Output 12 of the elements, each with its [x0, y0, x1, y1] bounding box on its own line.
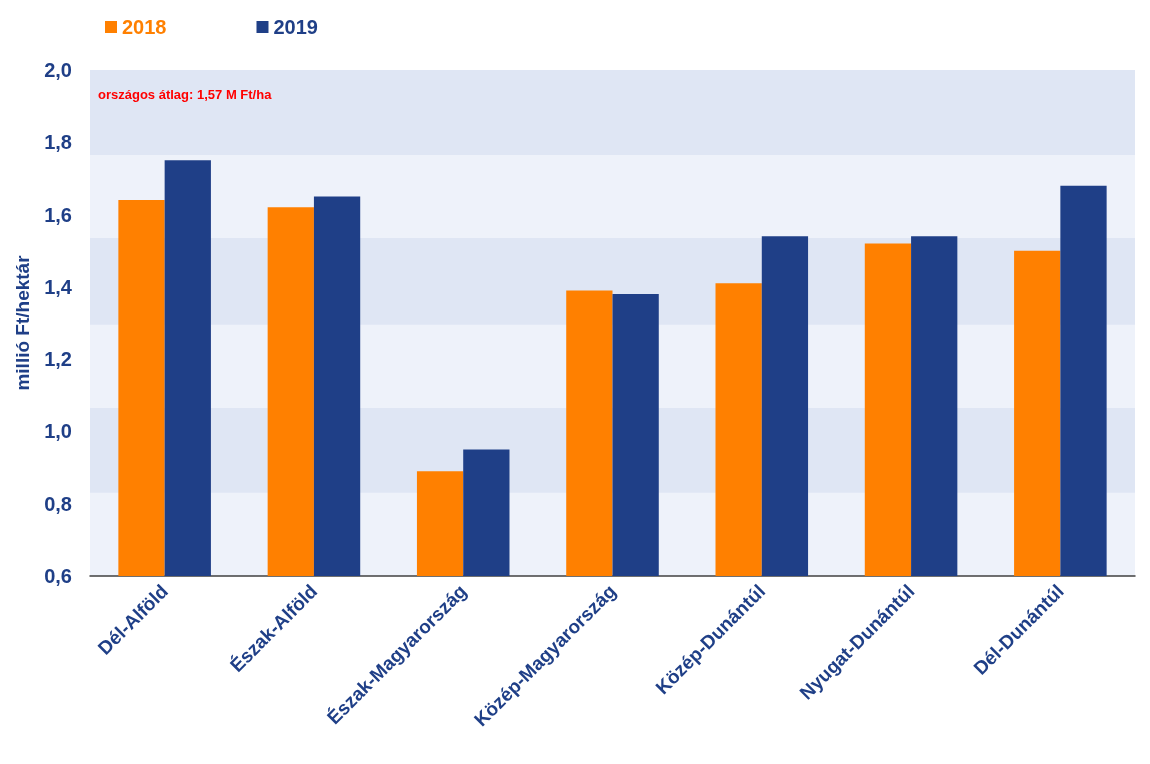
- annotation: országos átlag: 1,57 M Ft/ha: [98, 87, 273, 102]
- y-tick-label: 1,0: [44, 420, 72, 443]
- y-tick-label: 0,8: [44, 492, 72, 515]
- y-axis-title: millió Ft/hektár: [12, 254, 33, 391]
- y-tick-label: 2,0: [44, 59, 72, 81]
- legend-label: 2018: [122, 16, 167, 38]
- legend-label: 2019: [273, 16, 318, 38]
- y-tick-label: 1,8: [44, 131, 72, 154]
- y-tick-label: 1,6: [44, 203, 72, 226]
- y-tick-label: 1,4: [44, 275, 73, 298]
- y-tick-label: 1,2: [44, 348, 72, 371]
- y-tick-label: 0,6: [44, 565, 72, 587]
